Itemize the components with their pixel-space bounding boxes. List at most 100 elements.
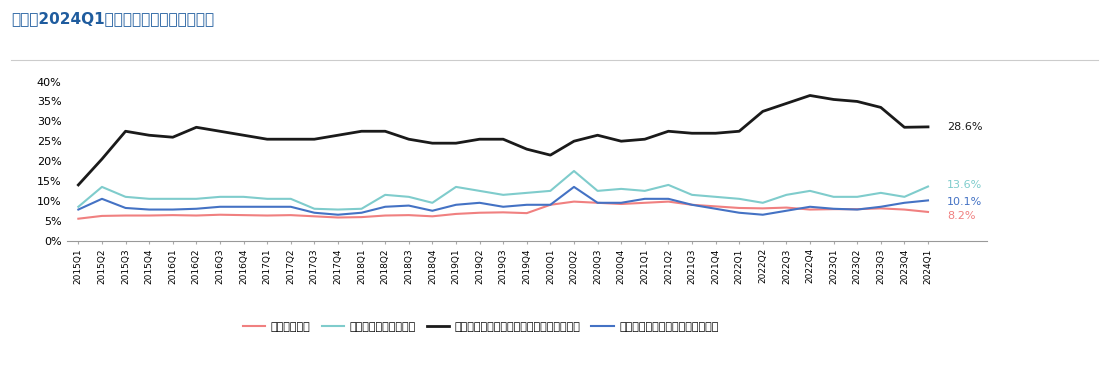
- 医药市值占比: [638, 201, 651, 205]
- 公募基金医药重仓占比: [898, 194, 912, 199]
- 公募基金医药重仓占比: [543, 189, 557, 193]
- 非医药主题基金医药重仓市值占比: [520, 203, 533, 207]
- 医药基金重仓占公募基金医药重仓市值占比: [543, 153, 557, 158]
- 非医药主题基金医药重仓市值占比: [803, 204, 816, 209]
- 医药市值占比: [307, 214, 321, 219]
- 医药基金重仓占公募基金医药重仓市值占比: [72, 183, 85, 187]
- 医药市值占比: [614, 202, 628, 206]
- 非医药主题基金医药重仓市值占比: [638, 196, 651, 201]
- 医药基金重仓占公募基金医药重仓市值占比: [874, 105, 887, 110]
- 医药市值占比: [449, 211, 462, 216]
- 医药基金重仓占公募基金医药重仓市值占比: [497, 137, 510, 142]
- 公募基金医药重仓占比: [355, 206, 368, 211]
- 医药基金重仓占公募基金医药重仓市值占比: [756, 109, 770, 114]
- 医药市值占比: [472, 210, 486, 215]
- 公募基金医药重仓占比: [614, 187, 628, 191]
- 非医药主题基金医药重仓市值占比: [709, 206, 722, 211]
- 医药市值占比: [119, 213, 132, 218]
- 非医药主题基金医药重仓市值占比: [261, 204, 274, 209]
- 公募基金医药重仓占比: [190, 196, 203, 201]
- 医药基金重仓占公募基金医药重仓市值占比: [568, 139, 581, 144]
- 医药基金重仓占公募基金医药重仓市值占比: [638, 137, 651, 142]
- 医药基金重仓占公募基金医药重仓市值占比: [662, 129, 675, 133]
- 医药基金重仓占公募基金医药重仓市值占比: [685, 131, 699, 135]
- 医药基金重仓占公募基金医药重仓市值占比: [449, 141, 462, 146]
- 医药基金重仓占公募基金医药重仓市值占比: [284, 137, 297, 142]
- 医药市值占比: [142, 213, 155, 218]
- 非医药主题基金医药重仓市值占比: [568, 185, 581, 189]
- 医药市值占比: [261, 213, 274, 218]
- Text: 10.1%: 10.1%: [947, 197, 983, 206]
- Legend: 医药市值占比, 公募基金医药重仓占比, 医药基金重仓占公募基金医药重仓市值占比, 非医药主题基金医药重仓市值占比: 医药市值占比, 公募基金医药重仓占比, 医药基金重仓占公募基金医药重仓市值占比,…: [238, 317, 723, 336]
- 公募基金医药重仓占比: [166, 196, 180, 201]
- 医药基金重仓占公募基金医药重仓市值占比: [803, 93, 816, 98]
- 公募基金医药重仓占比: [119, 194, 132, 199]
- Text: 图表：2024Q1公募基金医药持仓占比分析: 图表：2024Q1公募基金医药持仓占比分析: [11, 12, 214, 27]
- 非医药主题基金医药重仓市值占比: [142, 207, 155, 212]
- 医药市值占比: [497, 210, 510, 215]
- 非医药主题基金医药重仓市值占比: [213, 204, 226, 209]
- 公募基金医药重仓占比: [426, 201, 439, 205]
- 医药基金重仓占公募基金医药重仓市值占比: [332, 133, 345, 138]
- 医药市值占比: [378, 213, 391, 218]
- 医药市值占比: [685, 203, 699, 207]
- 医药基金重仓占公募基金医药重仓市值占比: [426, 141, 439, 146]
- 医药基金重仓占公募基金医药重仓市值占比: [922, 125, 935, 129]
- 医药基金重仓占公募基金医药重仓市值占比: [614, 139, 628, 144]
- 非医药主题基金医药重仓市值占比: [874, 204, 887, 209]
- 医药基金重仓占公募基金医药重仓市值占比: [237, 133, 251, 138]
- 公募基金医药重仓占比: [851, 194, 864, 199]
- 公募基金医药重仓占比: [733, 196, 746, 201]
- 医药基金重仓占公募基金医药重仓市值占比: [709, 131, 722, 135]
- 医药基金重仓占公募基金医药重仓市值占比: [591, 133, 604, 138]
- 医药基金重仓占公募基金医药重仓市值占比: [403, 137, 416, 142]
- 医药市值占比: [591, 201, 604, 205]
- 医药市值占比: [803, 207, 816, 212]
- 医药市值占比: [95, 213, 109, 218]
- 医药基金重仓占公募基金医药重仓市值占比: [851, 99, 864, 104]
- 非医药主题基金医药重仓市值占比: [898, 201, 912, 205]
- 医药市值占比: [780, 205, 793, 210]
- 公募基金医药重仓占比: [685, 192, 699, 197]
- 医药基金重仓占公募基金医药重仓市值占比: [142, 133, 155, 138]
- 医药基金重仓占公募基金医药重仓市值占比: [733, 129, 746, 133]
- 医药市值占比: [190, 213, 203, 218]
- 非医药主题基金医药重仓市值占比: [756, 212, 770, 217]
- 医药市值占比: [827, 207, 841, 211]
- 医药市值占比: [237, 213, 251, 217]
- 医药市值占比: [520, 211, 533, 215]
- 公募基金医药重仓占比: [213, 194, 226, 199]
- 非医药主题基金医药重仓市值占比: [95, 196, 109, 201]
- 非医药主题基金医药重仓市值占比: [355, 210, 368, 215]
- 非医药主题基金医药重仓市值占比: [284, 204, 297, 209]
- Text: 8.2%: 8.2%: [947, 211, 976, 221]
- 医药市值占比: [355, 215, 368, 220]
- 公募基金医药重仓占比: [662, 183, 675, 187]
- Line: 公募基金医药重仓占比: 公募基金医药重仓占比: [79, 171, 928, 210]
- Line: 医药基金重仓占公募基金医药重仓市值占比: 医药基金重仓占公募基金医药重仓市值占比: [79, 95, 928, 185]
- Line: 医药市值占比: 医药市值占比: [79, 202, 928, 219]
- 医药市值占比: [733, 206, 746, 210]
- 公募基金医药重仓占比: [142, 196, 155, 201]
- 非医药主题基金医药重仓市值占比: [472, 201, 486, 205]
- 非医药主题基金医药重仓市值占比: [497, 204, 510, 209]
- 公募基金医药重仓占比: [827, 194, 841, 199]
- Text: 13.6%: 13.6%: [947, 180, 983, 189]
- 公募基金医药重仓占比: [591, 189, 604, 193]
- 医药基金重仓占公募基金医药重仓市值占比: [520, 147, 533, 151]
- 公募基金医药重仓占比: [403, 194, 416, 199]
- 公募基金医药重仓占比: [497, 192, 510, 197]
- 非医药主题基金医药重仓市值占比: [72, 207, 85, 212]
- 公募基金医药重仓占比: [261, 196, 274, 201]
- 医药基金重仓占公募基金医药重仓市值占比: [95, 157, 109, 161]
- 非医药主题基金医药重仓市值占比: [190, 206, 203, 211]
- 非医药主题基金医药重仓市值占比: [922, 198, 935, 203]
- 公募基金医药重仓占比: [307, 206, 321, 211]
- 非医药主题基金医药重仓市值占比: [614, 201, 628, 205]
- 非医药主题基金医药重仓市值占比: [827, 206, 841, 211]
- 公募基金医药重仓占比: [568, 169, 581, 173]
- 公募基金医药重仓占比: [922, 184, 935, 189]
- 医药市值占比: [213, 212, 226, 217]
- 医药市值占比: [166, 213, 180, 217]
- 医药市值占比: [922, 210, 935, 214]
